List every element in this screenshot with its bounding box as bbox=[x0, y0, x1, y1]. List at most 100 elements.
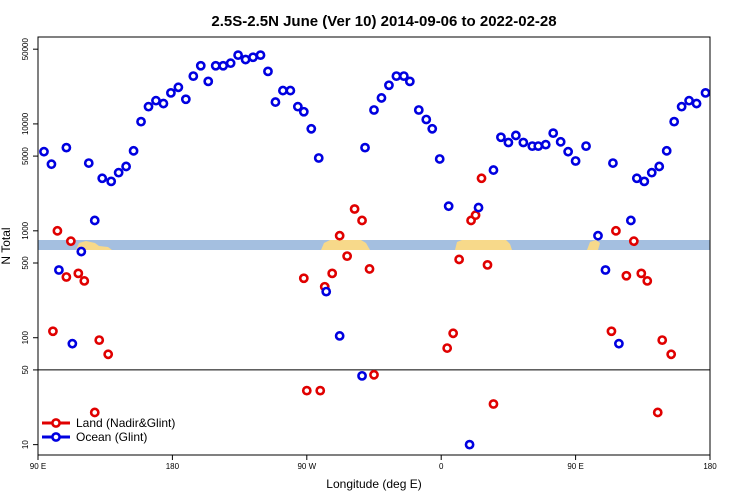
ocean-point bbox=[570, 156, 581, 166]
land-point bbox=[315, 385, 326, 396]
y-tick-label: 1000 bbox=[21, 221, 30, 239]
ocean-point bbox=[404, 76, 415, 87]
ocean-point bbox=[270, 97, 281, 107]
ocean-point bbox=[46, 159, 57, 170]
legend-land-marker bbox=[51, 418, 61, 428]
ocean-point bbox=[676, 101, 687, 112]
ocean-point bbox=[128, 145, 139, 156]
land-point bbox=[342, 251, 353, 262]
land-point bbox=[73, 268, 84, 279]
y-tick-label: 5000 bbox=[21, 147, 30, 165]
ocean-point bbox=[292, 101, 303, 112]
y-tick-label: 50 bbox=[21, 365, 30, 374]
ocean-point bbox=[218, 60, 229, 71]
ocean-point bbox=[488, 165, 499, 175]
ocean-point bbox=[360, 142, 370, 153]
ocean-point bbox=[136, 116, 146, 127]
ocean-point bbox=[443, 201, 454, 212]
ocean-point bbox=[540, 139, 551, 150]
ocean-point bbox=[233, 50, 244, 61]
ocean-point bbox=[700, 88, 711, 98]
land-point bbox=[482, 259, 493, 270]
land-point bbox=[334, 230, 345, 241]
land-point bbox=[89, 407, 100, 418]
ocean-point bbox=[106, 176, 117, 187]
land-point bbox=[298, 273, 309, 284]
ocean-point bbox=[464, 439, 475, 450]
land-point bbox=[48, 326, 58, 337]
land-point bbox=[61, 272, 72, 282]
x-tick-label: 90 E bbox=[30, 462, 46, 471]
ocean-point bbox=[158, 98, 169, 109]
y-tick-label: 10000 bbox=[21, 112, 30, 135]
ocean-point bbox=[614, 338, 624, 349]
ocean-point bbox=[313, 153, 324, 163]
ocean-point bbox=[398, 71, 409, 82]
ocean-point bbox=[669, 116, 680, 127]
ocean-point bbox=[39, 146, 49, 157]
land-point bbox=[52, 225, 63, 236]
land-point bbox=[642, 276, 653, 286]
ocean-point bbox=[533, 141, 544, 152]
land-point bbox=[611, 225, 621, 236]
y-tick-label: 10 bbox=[21, 440, 30, 449]
ocean-point bbox=[413, 105, 424, 115]
map-land-africa bbox=[455, 240, 512, 250]
ocean-point bbox=[503, 137, 514, 148]
ocean-point bbox=[151, 95, 161, 106]
y-axis-label: N Total bbox=[0, 227, 13, 264]
land-point bbox=[369, 369, 379, 380]
ocean-point bbox=[321, 286, 332, 297]
land-point bbox=[454, 254, 465, 265]
x-tick-label: 180 bbox=[703, 462, 717, 471]
land-point bbox=[476, 173, 487, 184]
y-axis: 10 50 100 500 1000 5000 10000 50000 bbox=[21, 38, 38, 449]
legend-ocean-label: Ocean (Glint) bbox=[76, 430, 147, 444]
ocean-point bbox=[67, 338, 78, 349]
ocean-point bbox=[563, 146, 574, 157]
land-point bbox=[301, 385, 312, 396]
ocean-point bbox=[661, 145, 672, 156]
ocean-point bbox=[548, 128, 559, 139]
ocean-point bbox=[357, 370, 367, 381]
ocean-point bbox=[173, 82, 184, 93]
map-land-sumatra bbox=[587, 240, 600, 250]
ocean-point bbox=[600, 265, 611, 275]
ocean-point bbox=[555, 136, 566, 147]
x-axis: 90 E 180 90 W 0 90 E 180 bbox=[30, 455, 717, 471]
ocean-point bbox=[306, 123, 317, 134]
land-point bbox=[357, 215, 367, 226]
land-point bbox=[94, 335, 105, 346]
ocean-point bbox=[631, 173, 642, 184]
ocean-point bbox=[608, 158, 618, 168]
ocean-point bbox=[639, 176, 650, 187]
legend-land-label: Land (Nadir&Glint) bbox=[76, 416, 175, 430]
ocean-point bbox=[248, 52, 258, 63]
land-point bbox=[349, 204, 360, 214]
ocean-point bbox=[684, 95, 694, 106]
land-point bbox=[79, 276, 90, 286]
ocean-point bbox=[384, 80, 394, 91]
ocean-point bbox=[54, 265, 64, 275]
ocean-point bbox=[334, 331, 345, 341]
chart-title: 2.5S-2.5N June (Ver 10) 2014-09-06 to 20… bbox=[211, 13, 556, 30]
ocean-point bbox=[278, 85, 288, 96]
ocean-point bbox=[113, 167, 124, 178]
ocean-point bbox=[391, 71, 402, 82]
ocean-point bbox=[143, 101, 154, 112]
y-tick-label: 500 bbox=[21, 256, 30, 270]
ocean-point bbox=[180, 94, 191, 105]
ocean-point bbox=[369, 105, 379, 115]
ocean-point bbox=[593, 230, 603, 241]
ocean-point bbox=[473, 202, 484, 213]
ocean-point bbox=[210, 60, 221, 71]
ocean-point bbox=[298, 106, 309, 117]
ocean-point bbox=[518, 137, 529, 148]
land-point bbox=[364, 264, 375, 274]
ocean-point bbox=[195, 60, 206, 71]
legend: Land (Nadir&Glint) Ocean (Glint) bbox=[42, 416, 175, 444]
data-points bbox=[39, 50, 711, 450]
x-tick-label: 90 W bbox=[297, 462, 316, 471]
ocean-point bbox=[83, 158, 94, 168]
